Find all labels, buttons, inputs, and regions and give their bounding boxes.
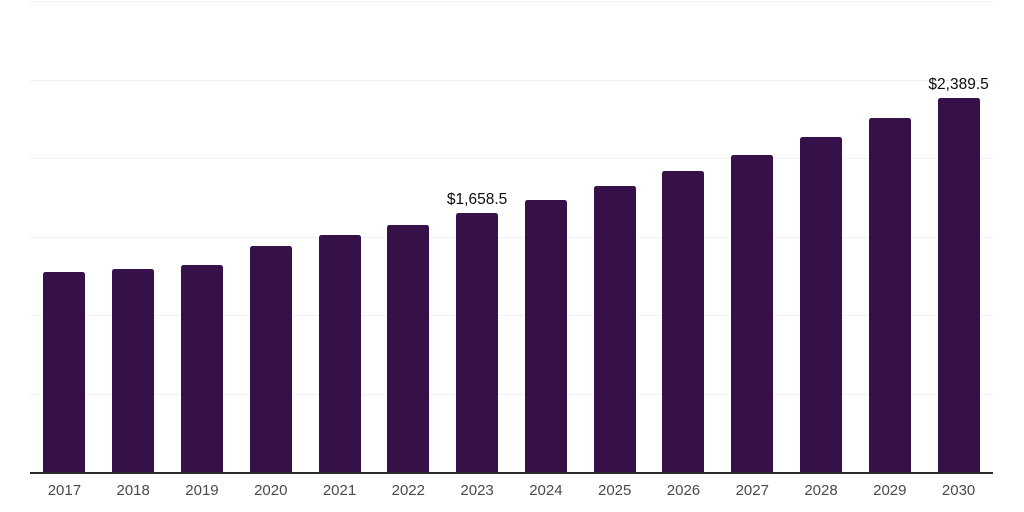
x-tick-label-2023: 2023 [460,482,494,499]
x-tick-label-2022: 2022 [391,482,425,499]
x-tick-label-2021: 2021 [322,482,357,499]
x-tick-label-2030: 2030 [941,482,976,499]
bar-2027 [731,154,774,473]
x-tick-label-2029: 2029 [873,482,907,499]
x-tick-label-2027: 2027 [735,482,769,499]
bar-2018 [112,268,155,473]
x-tick-label-2026: 2026 [666,482,701,499]
x-tick-label-2024: 2024 [529,482,563,499]
x-tick-label-2018: 2018 [116,482,150,499]
bar-2028 [800,137,843,473]
bar-2029 [868,118,911,473]
bar-2025 [593,186,636,473]
bar-2020 [249,246,292,473]
x-axis: 2017 2018 2019 2020 2021 2022 2023 2024 2025 2026… [30,482,993,504]
x-axis-line [30,472,993,474]
bar-2023 [456,212,499,473]
x-tick-label-2025: 2025 [597,482,632,499]
x-tick-label-2020: 2020 [254,482,288,499]
x-tick-label-2019: 2019 [185,482,219,499]
bar-2030 [937,97,980,473]
bar-value-label-2030: $2,389.5 [928,75,989,93]
gridline [30,315,993,316]
gridline [30,158,993,159]
bar-2019 [180,265,223,473]
bar-2021 [318,234,361,473]
x-tick-label-2017: 2017 [47,482,82,499]
bar-2026 [662,170,705,473]
gridline [30,1,993,2]
x-tick-label-2028: 2028 [804,482,838,499]
bar-2022 [387,224,430,473]
bar-value-label-2023: $1,658.5 [446,190,508,208]
bar-2024 [524,199,567,473]
bar-2017 [43,271,86,473]
gridline [30,79,993,81]
gridline [30,236,993,238]
gridline [30,393,993,395]
plot-area: $1,658.5 $2,389.5 [30,1,993,474]
